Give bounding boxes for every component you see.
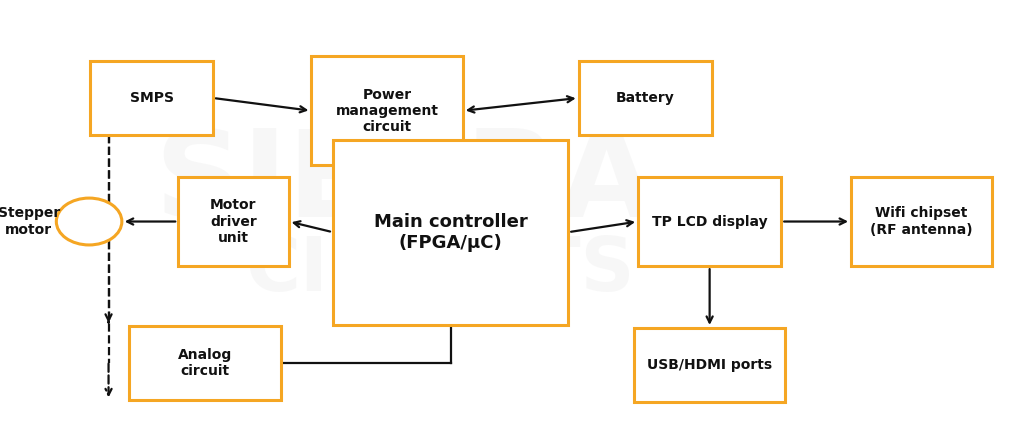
- Text: CIRCUITS: CIRCUITS: [246, 234, 635, 307]
- FancyBboxPatch shape: [851, 177, 992, 266]
- Text: Battery: Battery: [615, 91, 675, 105]
- Text: Power
management
circuit: Power management circuit: [336, 88, 438, 134]
- Text: SMPS: SMPS: [130, 91, 173, 105]
- FancyBboxPatch shape: [333, 139, 568, 325]
- Text: Motor
driver
unit: Motor driver unit: [210, 199, 257, 245]
- FancyBboxPatch shape: [638, 177, 781, 266]
- FancyBboxPatch shape: [579, 61, 712, 135]
- FancyBboxPatch shape: [634, 328, 785, 402]
- Text: TP LCD display: TP LCD display: [652, 215, 767, 228]
- FancyBboxPatch shape: [90, 61, 213, 135]
- Text: Stepper
motor: Stepper motor: [0, 207, 59, 236]
- Text: Analog
circuit: Analog circuit: [178, 348, 231, 378]
- Text: SIERRA: SIERRA: [155, 125, 654, 242]
- Text: Main controller
(FPGA/μC): Main controller (FPGA/μC): [374, 213, 527, 252]
- FancyBboxPatch shape: [129, 325, 281, 400]
- Text: Wifi chipset
(RF antenna): Wifi chipset (RF antenna): [870, 207, 973, 236]
- FancyBboxPatch shape: [311, 56, 463, 165]
- FancyBboxPatch shape: [178, 177, 289, 266]
- Text: USB/HDMI ports: USB/HDMI ports: [647, 358, 772, 372]
- Ellipse shape: [56, 198, 122, 245]
